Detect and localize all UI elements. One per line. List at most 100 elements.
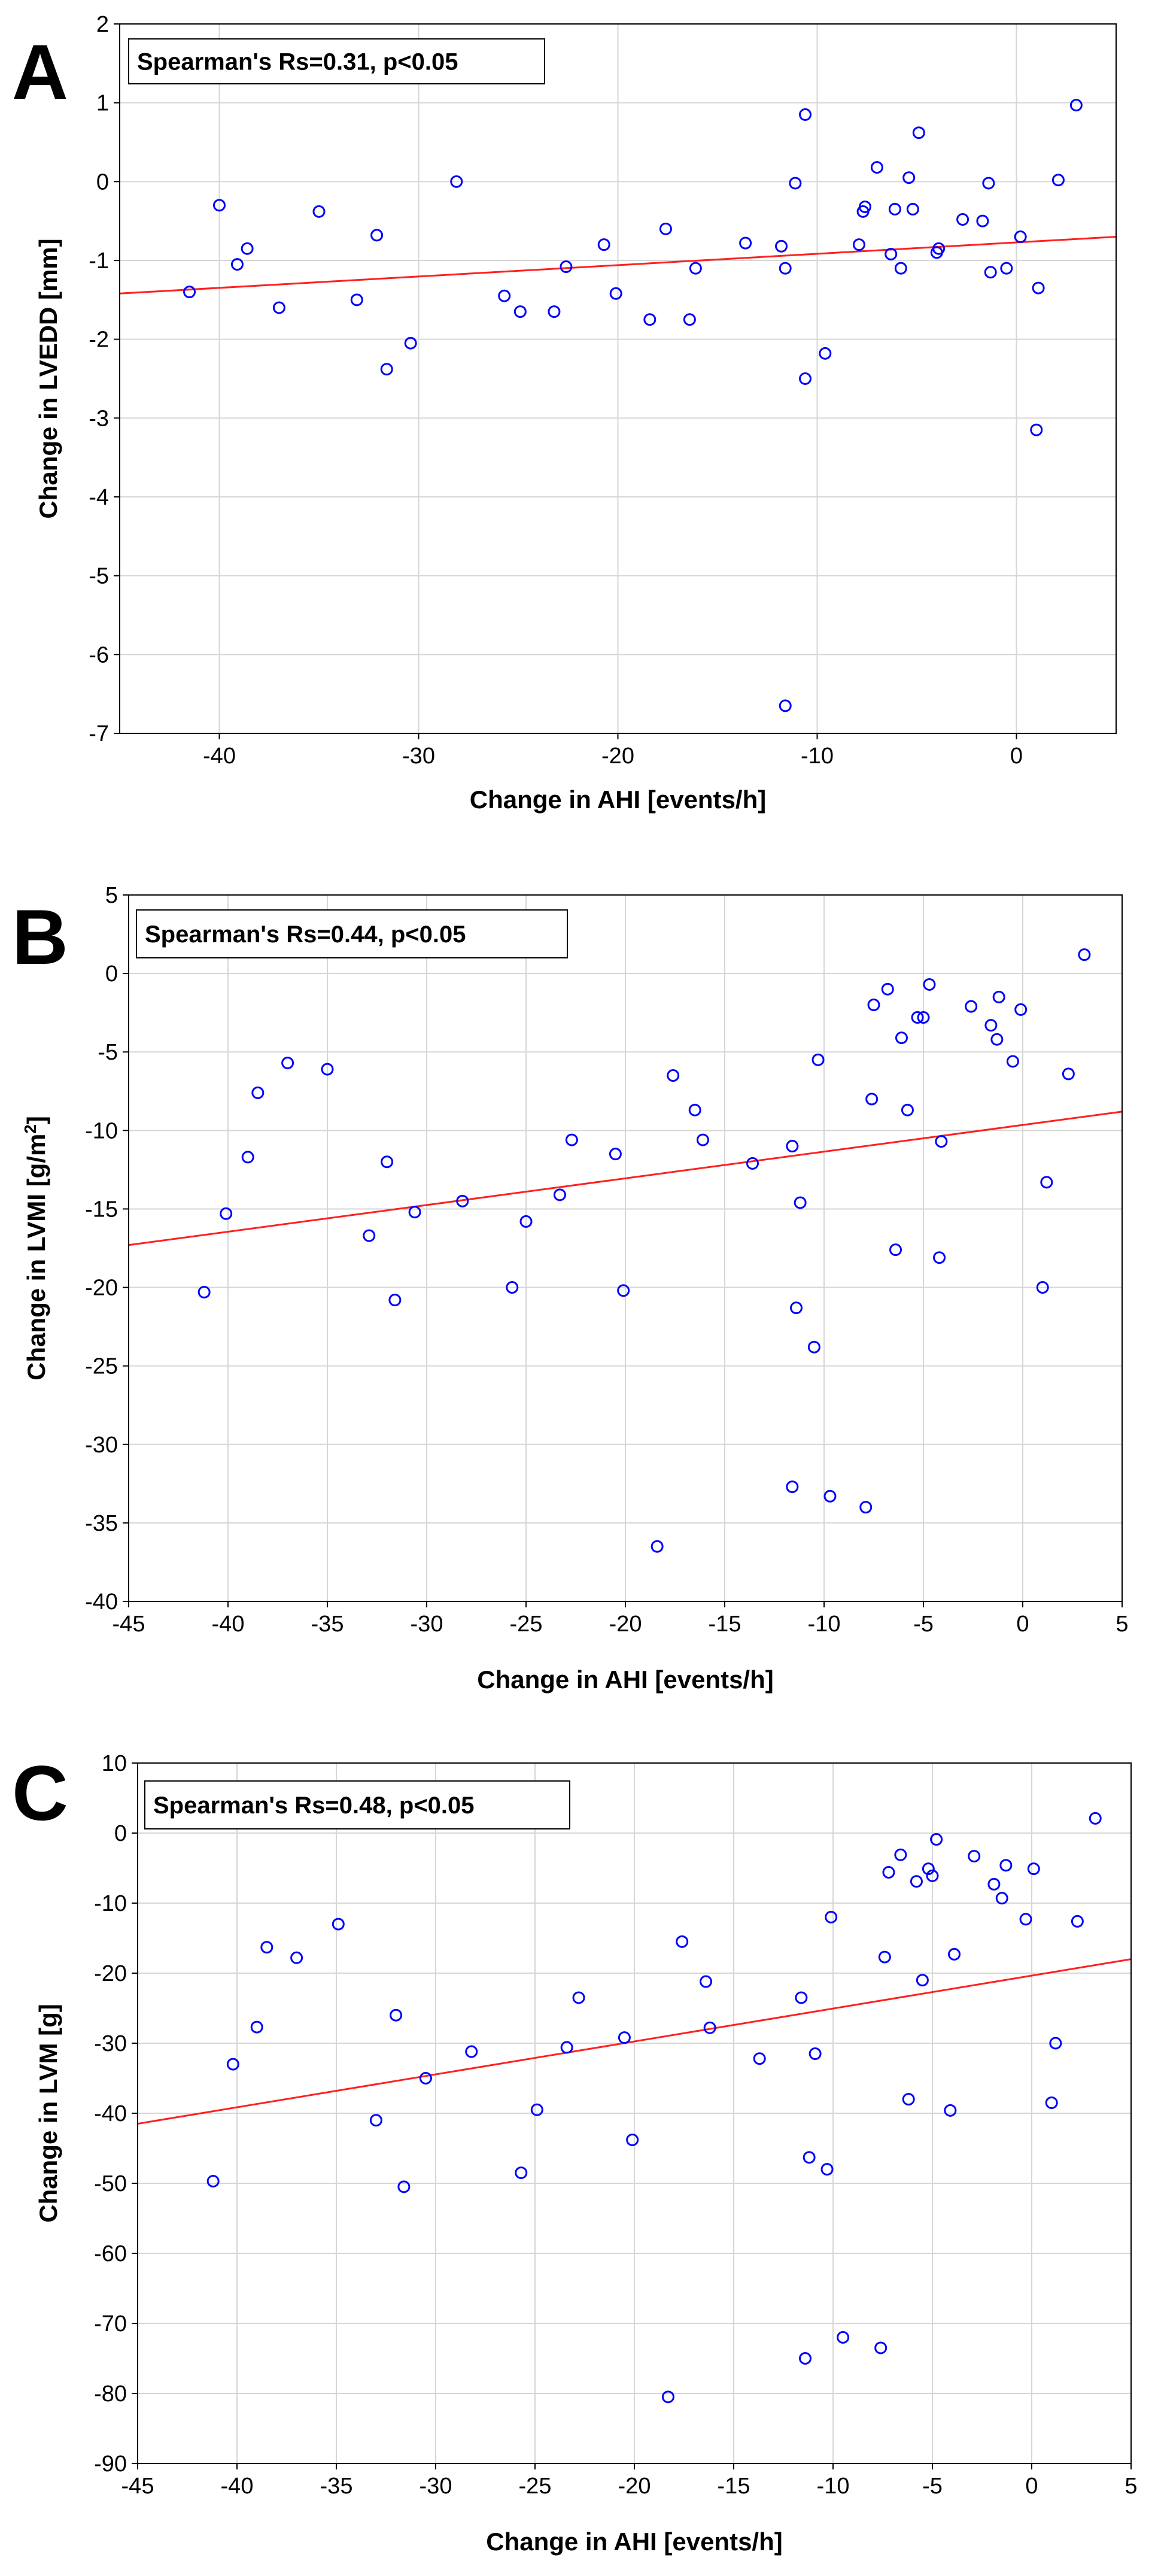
- panel-c-data-point: [419, 2072, 432, 2085]
- panel-c-data-point: [700, 1975, 713, 1988]
- panel-c-y-tick-label: -80: [94, 2381, 127, 2407]
- panel-a-data-point: [870, 161, 883, 174]
- panel-c-data-point: [874, 2341, 888, 2354]
- panel-b-data-point: [867, 999, 880, 1012]
- panel-a-data-point: [513, 305, 527, 318]
- panel-c-chart: C -45 -40 -35 -30 -25 -20 -15 -10 -5 0 5 -90-80-70…: [12, 1749, 1138, 2556]
- panel-a-data-point: [1014, 230, 1027, 243]
- panel-c-y-tick-label: -90: [94, 2451, 127, 2477]
- panel-c-data-point: [916, 1974, 929, 1987]
- panel-a-data-point: [739, 236, 752, 250]
- panel-b-x-tick-label: -20: [609, 1612, 642, 1637]
- panel-a-data-point: [799, 372, 812, 385]
- panel-b-chart: B -45 -40 -35 -30 -25 -20 -15 -10 -5 0 5 -40-35-30…: [12, 883, 1129, 1694]
- panel-c-data-point: [753, 2052, 766, 2065]
- panel-c-x-tick-label: -20: [618, 2474, 651, 2499]
- panel-c-data-point: [910, 1875, 923, 1888]
- panel-a-data-point: [183, 286, 196, 299]
- panel-a-annotation: Spearman's Rs=0.31, p<0.05: [137, 49, 458, 75]
- panel-a-data-point: [858, 200, 871, 213]
- panel-b-y-tick-label: -10: [85, 1118, 118, 1143]
- panel-a-y-axis-label: Change in LVEDD [mm]: [34, 238, 62, 518]
- panel-b-data-point: [251, 1086, 265, 1099]
- panel-b-x-tick-label: 0: [1016, 1612, 1029, 1637]
- panel-a-x-tick-label: -10: [801, 744, 834, 769]
- panel-b-data-point: [281, 1057, 294, 1070]
- panel-c-data-point: [1071, 1914, 1084, 1928]
- panel-c-data-point: [1027, 1862, 1040, 1876]
- panel-b-y-axis-label-end: ]: [22, 1116, 50, 1124]
- panel-a-data-point: [659, 222, 672, 235]
- panel-c-data-point: [968, 1850, 981, 1863]
- panel-c-x-tick-label: -45: [121, 2474, 154, 2499]
- panel-c-data-point: [332, 1917, 345, 1931]
- panel-c-data-point: [878, 1950, 891, 1964]
- panel-a-data-point: [789, 177, 802, 190]
- panel-b-data-point: [935, 1135, 948, 1148]
- panel-b-letter: B: [12, 893, 68, 981]
- panel-a-data-point: [272, 301, 285, 314]
- panel-c-data-point: [820, 2163, 834, 2176]
- panel-b-y-tick-label: -15: [85, 1197, 118, 1222]
- panel-b-annotation-box: [136, 909, 568, 958]
- panel-b-data-point: [823, 1489, 837, 1503]
- panel-a-y-tick-label: -7: [89, 721, 109, 747]
- panel-a-data-point: [982, 177, 995, 190]
- panel-a-y-axis-label-text: Change in LVEDD [mm]: [34, 238, 62, 518]
- panel-a-data-point: [894, 262, 907, 275]
- panel-b-annotation: Spearman's Rs=0.44, p<0.05: [145, 921, 466, 948]
- panel-c-data-point: [397, 2180, 411, 2193]
- panel-c-data-point: [560, 2041, 573, 2054]
- panel-b-data-point: [786, 1480, 799, 1494]
- panel-b-data-point: [992, 990, 1005, 1003]
- panel-a-data-point: [984, 266, 997, 279]
- panel-b-data-point: [1036, 1281, 1049, 1294]
- panel-c-data-point: [837, 2331, 850, 2344]
- panel-b-data-point: [651, 1540, 664, 1553]
- panel-b-data-point: [519, 1215, 533, 1228]
- panel-c-data-point: [902, 2093, 915, 2106]
- panel-a-data-point: [370, 229, 384, 242]
- panel-b-data-point: [746, 1157, 759, 1170]
- panel-b-data-point: [917, 1011, 930, 1024]
- panel-a-data-point: [1051, 174, 1065, 187]
- panel-c-data-point: [572, 1991, 585, 2004]
- panel-c-annotation: Spearman's Rs=0.48, p<0.05: [153, 1792, 475, 1819]
- panel-a-data-point: [779, 699, 792, 712]
- panel-a-y-tick-label: -3: [89, 406, 109, 431]
- panel-a-data-point: [241, 242, 254, 255]
- panel-c-annotation-box: [144, 1780, 570, 1829]
- panel-b-x-tick-label: -10: [808, 1612, 841, 1637]
- panel-a-data-point: [906, 202, 919, 216]
- panel-b-data-point: [794, 1196, 807, 1209]
- panel-b-data-point: [197, 1285, 211, 1298]
- panel-a-y-tick-label: 2: [96, 12, 109, 37]
- panel-c-y-tick-label: -30: [94, 2031, 127, 2056]
- panel-c-data-point: [795, 1991, 808, 2004]
- panel-a-x-axis-label: Change in AHI [events/h]: [470, 785, 767, 814]
- panel-c-data-point: [1049, 2037, 1062, 2050]
- panel-a-data-point: [799, 108, 812, 121]
- panel-c-data-point: [1019, 1913, 1032, 1926]
- panel-b-data-point: [895, 1031, 908, 1045]
- panel-c-data-point: [894, 1848, 907, 1861]
- panel-b-y-tick-label: 5: [105, 883, 118, 908]
- panel-c-data-point: [465, 2045, 478, 2058]
- panel-b-data-point: [506, 1281, 519, 1294]
- panel-a-y-tick-label: 0: [96, 169, 109, 195]
- panel-c-data-point: [882, 1866, 895, 1879]
- panel-a-data-point: [683, 313, 696, 326]
- panel-b-data-point: [408, 1206, 421, 1219]
- panel-b-trend-line: [128, 1110, 1123, 1246]
- panel-b-y-tick-label: -20: [85, 1276, 118, 1301]
- panel-c-y-tick-label: -10: [94, 1891, 127, 1916]
- panel-c-data-point: [926, 1869, 939, 1882]
- panel-b-data-point: [1014, 1003, 1028, 1016]
- panel-b-y-tick-label: 0: [105, 961, 118, 987]
- panel-a-y-tick-label: -6: [89, 642, 109, 667]
- panel-a-data-point: [775, 239, 788, 253]
- panel-c-y-axis-label-text: Change in LVM [g]: [34, 2004, 62, 2223]
- panel-a-y-tick-label: -2: [89, 327, 109, 353]
- panel-b-data-point: [688, 1103, 701, 1116]
